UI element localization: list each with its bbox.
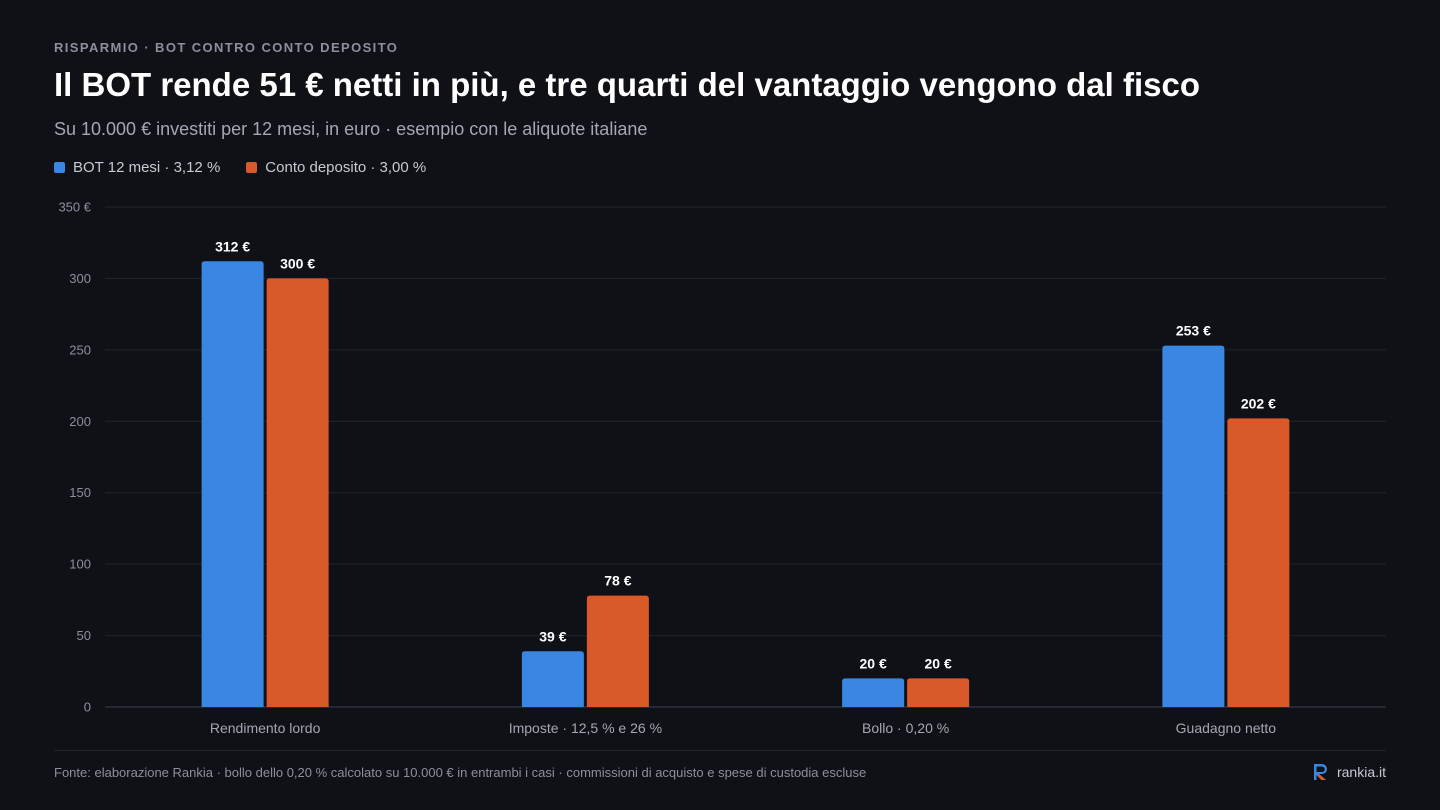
brand[interactable]: rankia.it: [1313, 763, 1386, 781]
legend-swatch-deposito: [246, 162, 258, 173]
bar-deposito: [907, 678, 970, 707]
bar-bot: [842, 678, 905, 707]
data-label: 300 €: [280, 255, 315, 271]
bar-deposito: [266, 278, 329, 707]
bar-bot: [1162, 345, 1225, 707]
chart-eyebrow: RISPARMIO · BOT CONTRO CONTO DEPOSITO: [54, 40, 399, 55]
y-tick-label: 50: [77, 628, 91, 643]
legend-swatch-bot: [54, 162, 65, 173]
data-label: 312 €: [215, 238, 250, 254]
y-tick-label: 200: [69, 414, 91, 429]
data-label: 253 €: [1176, 323, 1211, 339]
y-tick-label: 100: [69, 557, 91, 572]
legend-item-bot: BOT 12 mesi · 3,12 %: [54, 159, 220, 176]
brand-name: rankia.it: [1336, 764, 1386, 780]
bar-deposito: [586, 595, 649, 707]
bar-bot: [521, 651, 584, 707]
chart-subtitle: Su 10.000 € investiti per 12 mesi, in eu…: [54, 119, 648, 139]
y-tick-label: 250: [69, 342, 91, 357]
x-category-label: Rendimento lordo: [210, 720, 321, 736]
legend-label-deposito: Conto deposito · 3,00 %: [265, 159, 427, 176]
data-label: 20 €: [860, 655, 887, 671]
data-label: 39 €: [539, 628, 566, 644]
legend-item-deposito: Conto deposito · 3,00 %: [246, 159, 426, 176]
y-tick-label: 150: [69, 485, 91, 500]
y-tick-label: 300: [69, 271, 91, 286]
data-label: 202 €: [1241, 395, 1276, 411]
data-label: 78 €: [604, 573, 631, 589]
data-label: 20 €: [925, 655, 952, 671]
x-category-label: Bollo · 0,20 %: [862, 720, 949, 736]
bar-bot: [201, 261, 264, 707]
x-category-label: Guadagno netto: [1176, 720, 1277, 736]
source-footnote: Fonte: elaborazione Rankia · bollo dello…: [54, 765, 867, 780]
chart-title: Il BOT rende 51 € netti in più, e tre qu…: [54, 66, 1201, 103]
legend-label-bot: BOT 12 mesi · 3,12 %: [73, 159, 221, 176]
rankia-logo-icon: [1313, 764, 1327, 780]
x-category-label: Imposte · 12,5 % e 26 %: [509, 720, 662, 736]
chart-legend: BOT 12 mesi · 3,12 % Conto deposito · 3,…: [54, 159, 426, 176]
footer-divider: [54, 750, 1386, 751]
bar-deposito: [1227, 418, 1290, 707]
y-tick-label: 350 €: [58, 200, 91, 215]
y-tick-label: 0: [84, 700, 91, 715]
